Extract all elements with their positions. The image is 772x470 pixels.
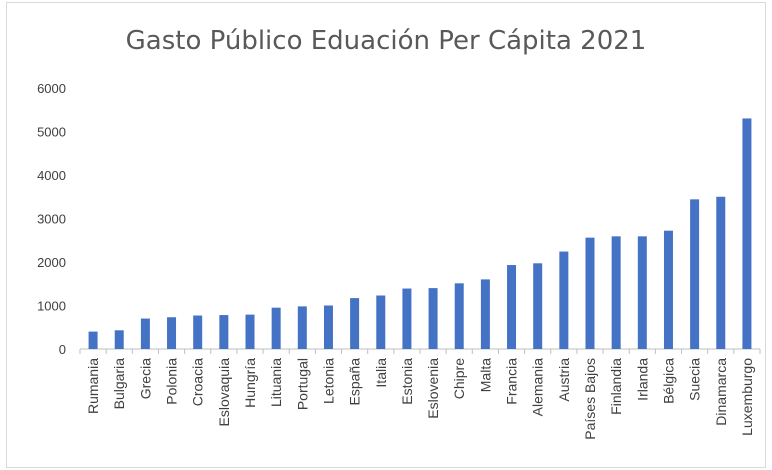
x-category-label: Dinamarca — [713, 358, 729, 426]
x-category-label: Luxemburgo — [739, 358, 755, 436]
x-category-label: Hungría — [242, 358, 258, 408]
bar-españa — [350, 298, 360, 349]
y-tick-label: 5000 — [37, 125, 66, 140]
x-category-label: Eslovenia — [425, 358, 441, 419]
x-category-label: Lituania — [268, 358, 284, 407]
chart-title: Gasto Público Eduación Per Cápita 2021 — [125, 26, 647, 56]
bar-eslovaquia — [219, 315, 229, 349]
bar-irlanda — [637, 236, 647, 349]
x-category-label: Malta — [477, 358, 493, 392]
bar-dinamarca — [716, 196, 726, 349]
bar-países-bajos — [585, 237, 595, 349]
x-category-label: Italia — [373, 358, 389, 388]
bar-suecia — [690, 199, 700, 349]
x-category-label: España — [347, 358, 363, 406]
bar-hungría — [245, 314, 255, 349]
bar-bélgica — [663, 230, 673, 349]
y-tick-label: 2000 — [37, 255, 66, 270]
bar-bulgaria — [114, 330, 124, 349]
bar-malta — [480, 279, 490, 349]
x-category-label: Croacia — [190, 358, 206, 406]
x-category-label: Chipre — [451, 358, 467, 399]
y-tick-label: 4000 — [37, 168, 66, 183]
x-category-label: Francia — [504, 358, 520, 405]
bar-portugal — [297, 306, 307, 349]
bar-estonia — [402, 288, 412, 349]
y-tick-label: 6000 — [37, 81, 66, 96]
bar-austria — [559, 251, 569, 349]
bar-luxemburgo — [742, 118, 752, 349]
x-category-label: Suecia — [687, 358, 703, 401]
x-category-label: Irlanda — [634, 358, 650, 401]
x-category-label: Bulgaria — [111, 358, 127, 410]
x-category-label: Países Bajos — [582, 358, 598, 440]
x-category-label: Rumania — [85, 358, 101, 414]
chart-frame — [6, 2, 766, 468]
x-category-label: Bélgica — [660, 358, 676, 404]
bar-rumania — [88, 331, 98, 349]
bar-finlandia — [611, 236, 621, 349]
x-category-label: Eslovaquia — [216, 358, 232, 427]
x-category-label: Estonia — [399, 358, 415, 405]
x-category-label: Portugal — [294, 358, 310, 410]
x-category-label: Letonia — [320, 358, 336, 404]
x-category-label: Austria — [556, 358, 572, 402]
bar-chipre — [454, 283, 464, 349]
bar-lituania — [271, 307, 281, 349]
bar-alemania — [533, 263, 543, 349]
bar-eslovenia — [428, 288, 438, 349]
x-category-label: Grecia — [137, 358, 153, 399]
bar-letonia — [323, 305, 333, 349]
bar-francia — [507, 265, 517, 349]
y-tick-label: 0 — [59, 342, 66, 357]
bar-croacia — [193, 315, 203, 349]
y-tick-label: 3000 — [37, 212, 66, 227]
bar-italia — [376, 295, 386, 349]
y-tick-label: 1000 — [37, 299, 66, 314]
x-category-label: Polonia — [164, 358, 180, 405]
x-category-label: Finlandia — [608, 358, 624, 415]
bar-grecia — [140, 318, 150, 349]
x-category-label: Alemania — [530, 358, 546, 417]
bar-polonia — [167, 317, 177, 349]
